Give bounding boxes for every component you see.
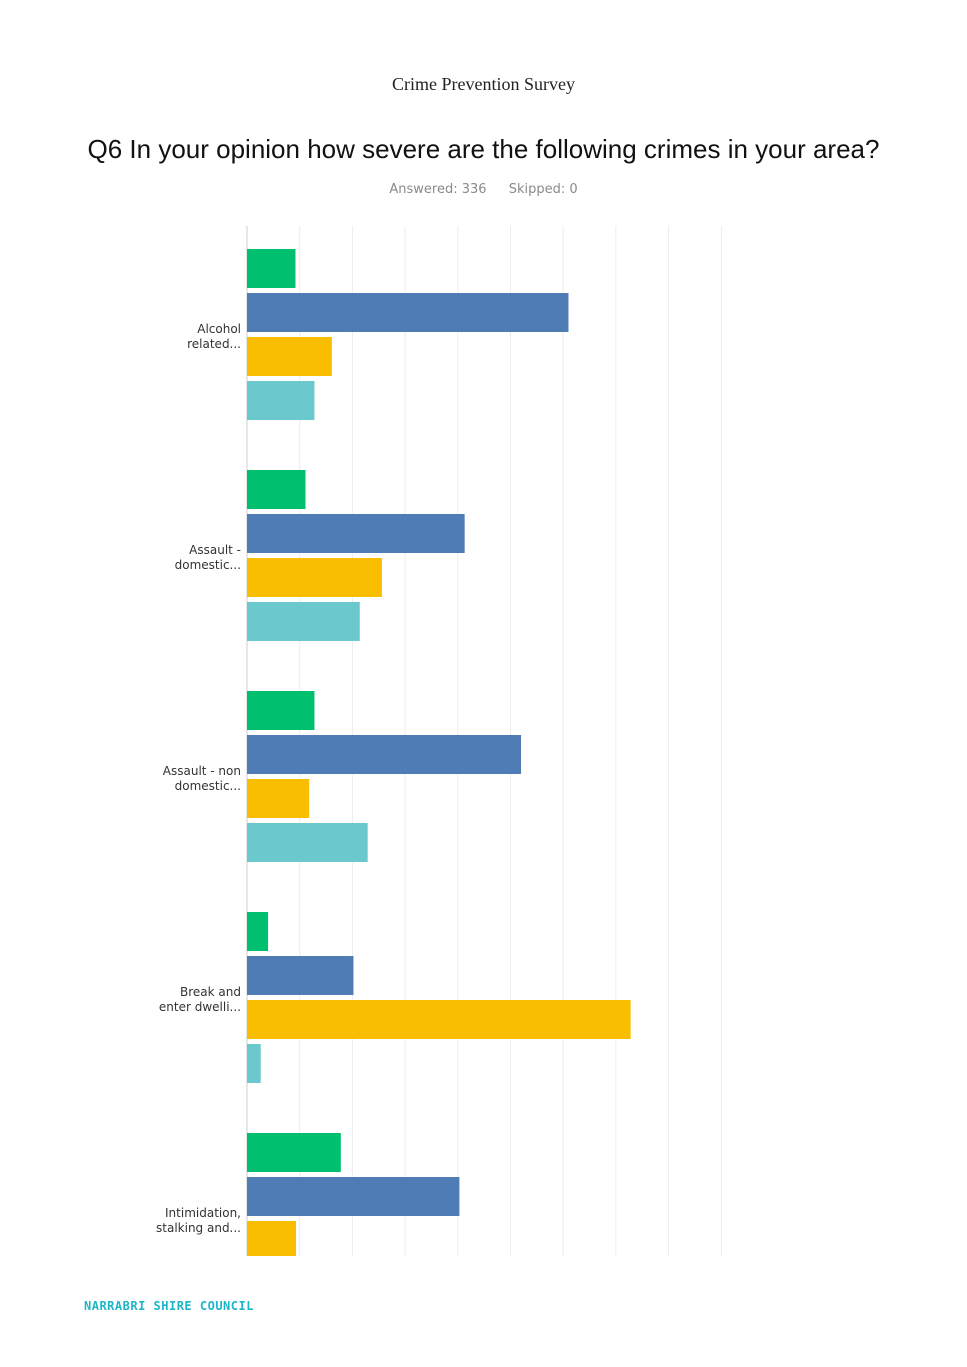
bar bbox=[247, 381, 315, 420]
skipped-count: Skipped: 0 bbox=[508, 182, 578, 197]
bar bbox=[247, 691, 315, 730]
category-label: Assault - non domestic... bbox=[163, 764, 241, 793]
bar bbox=[247, 337, 332, 376]
bar bbox=[247, 779, 310, 818]
bar bbox=[247, 823, 368, 862]
bar bbox=[247, 1000, 631, 1039]
question-title: Q6 In your opinion how severe are the fo… bbox=[87, 134, 880, 164]
bar bbox=[247, 1221, 297, 1256]
bar bbox=[247, 293, 569, 332]
bar bbox=[247, 249, 296, 288]
bar bbox=[247, 1133, 341, 1172]
bar bbox=[247, 735, 522, 774]
bar bbox=[247, 1044, 261, 1083]
response-stats: Answered: 336 Skipped: 0 bbox=[0, 182, 967, 197]
answered-count: Answered: 336 bbox=[389, 182, 487, 197]
survey-name: Crime Prevention Survey bbox=[392, 74, 575, 94]
category-label: Alcohol related... bbox=[187, 322, 241, 351]
bar bbox=[247, 514, 465, 553]
bar bbox=[247, 602, 360, 641]
council-logo: NARRABRI SHIRE COUNCIL bbox=[84, 1299, 254, 1313]
bar bbox=[247, 956, 354, 995]
bar bbox=[247, 470, 306, 509]
category-label: Intimidation, stalking and... bbox=[156, 1206, 241, 1235]
category-label: Break and enter dwelli... bbox=[159, 985, 241, 1014]
bar bbox=[247, 1177, 460, 1216]
bar bbox=[247, 912, 269, 951]
category-label: Assault -domestic... bbox=[175, 543, 241, 572]
bar bbox=[247, 558, 382, 597]
